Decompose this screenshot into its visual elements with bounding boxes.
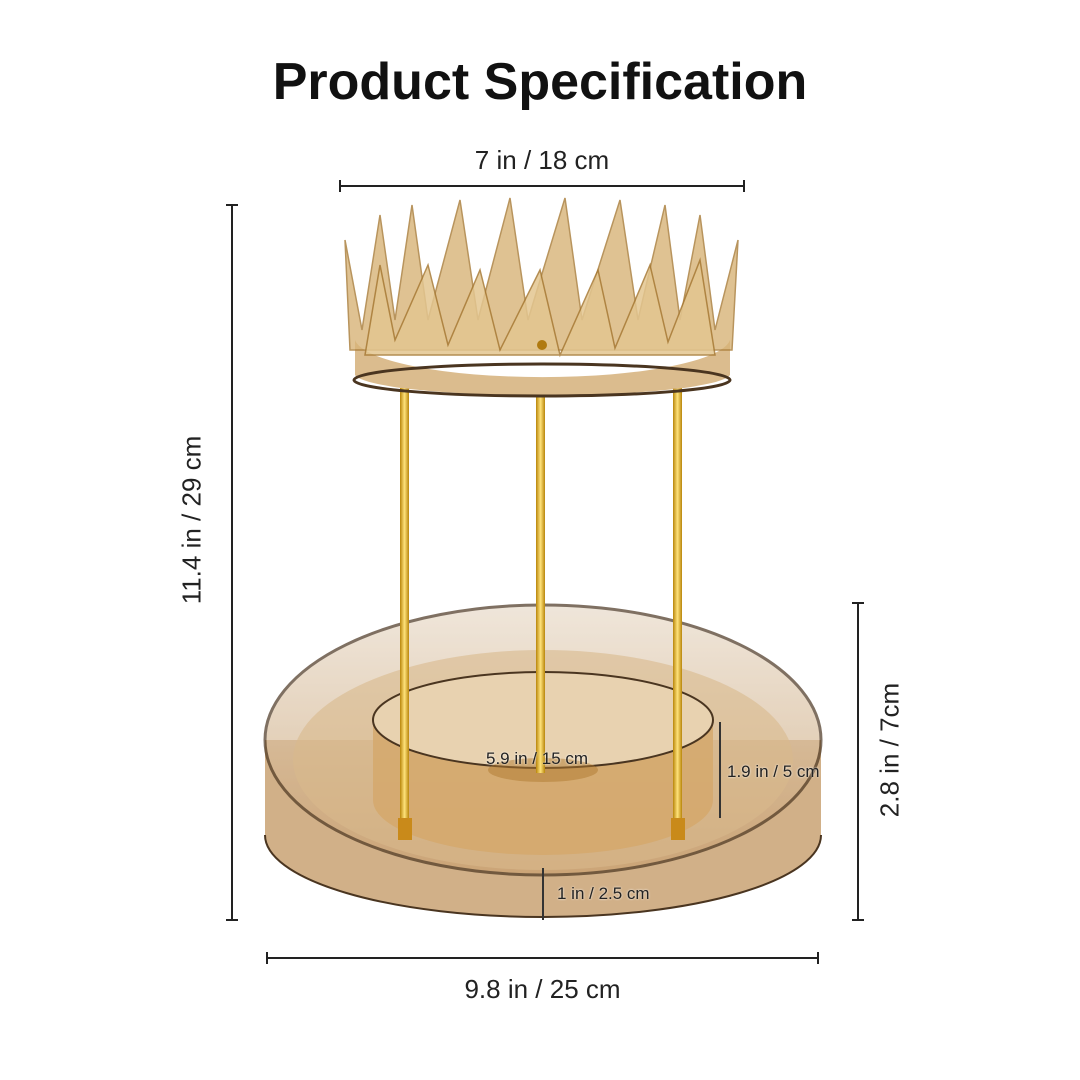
top-width-label: 7 in / 18 cm — [474, 145, 610, 175]
total-height-label: 11.4 in / 29 cm — [176, 435, 207, 605]
compartment-width-label: 1 in / 2.5 cm — [557, 884, 650, 903]
inner-wall-height-label: 1.9 in / 5 cm — [727, 762, 820, 781]
gold-rods — [398, 388, 685, 840]
crown-tray — [344, 197, 739, 398]
base-width-label: 9.8 in / 25 cm — [464, 974, 621, 1004]
base-height-label: 2.8 in / 7cm — [874, 682, 905, 818]
page-title: Product Specification — [272, 53, 808, 111]
dimension-lines — [226, 180, 864, 964]
inner-diameter-label: 5.9 in / 15 cm — [486, 749, 589, 768]
